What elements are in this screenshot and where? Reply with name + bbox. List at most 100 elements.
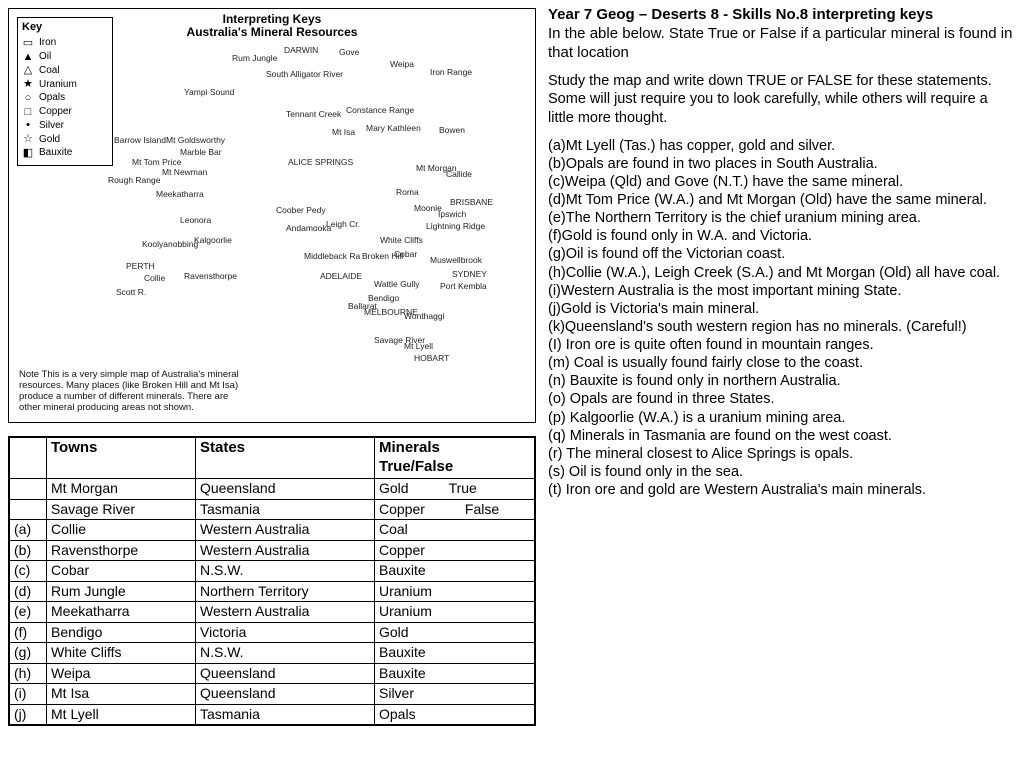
row-town: Bendigo [47,622,196,643]
row-state: Queensland [196,684,375,705]
map-location-label: Wonthaggi [404,311,444,321]
row-town: Savage River [47,499,196,520]
row-state: Victoria [196,622,375,643]
row-town: Rum Jungle [47,581,196,602]
key-row: □Copper [22,106,108,120]
col-minerals-header: Minerals True/False [375,437,536,479]
map-location-label: Ravensthorpe [184,271,237,281]
study-instructions: Study the map and write down TRUE or FAL… [548,72,1016,126]
key-label: Oil [39,51,51,64]
table-row: (h)WeipaQueenslandBauxite [9,663,535,684]
col-id-header [9,437,47,479]
map-location-label: Roma [396,187,419,197]
map-location-label: Mt Lyell [404,341,433,351]
key-symbol: ▲ [22,51,34,65]
question-item: (r) The mineral closest to Alice Springs… [548,445,1016,463]
question-item: (s) Oil is found only in the sea. [548,463,1016,481]
row-mineral: Opals [375,704,536,725]
question-item: (c)Weipa (Qld) and Gove (N.T.) have the … [548,173,1016,191]
map-location-label: Kalgoorlie [194,235,232,245]
table-row: (f)BendigoVictoriaGold [9,622,535,643]
row-town: Mt Morgan [47,479,196,500]
key-label: Opals [39,92,65,105]
map-location-label: Weipa [390,59,414,69]
row-id: (f) [9,622,47,643]
map-location-label: Yampi Sound [184,87,234,97]
row-town: Ravensthorpe [47,540,196,561]
map-location-label: Middleback Ra [304,251,360,261]
key-symbol: • [22,119,34,133]
question-item: (d)Mt Tom Price (W.A.) and Mt Morgan (Ol… [548,191,1016,209]
question-item: (o) Opals are found in three States. [548,390,1016,408]
row-id: (h) [9,663,47,684]
row-mineral: Uranium [375,602,536,623]
row-id: (g) [9,643,47,664]
key-label: Uranium [39,79,77,92]
map-location-label: Scott R. [116,287,146,297]
row-mineral: Coal [375,520,536,541]
towns-table: Towns States Minerals True/False Mt Morg… [8,436,536,726]
map-location-label: Bowen [439,125,465,135]
map-location-label: SYDNEY [452,269,487,279]
row-town: White Cliffs [47,643,196,664]
map-location-label: Coober Pedy [276,205,326,215]
table-row: Mt MorganQueenslandGoldTrue [9,479,535,500]
towns-table-wrap: Towns States Minerals True/False Mt Morg… [8,436,536,726]
key-row: ☆Gold [22,133,108,147]
question-item: (f)Gold is found only in W.A. and Victor… [548,227,1016,245]
row-town: Collie [47,520,196,541]
map-location-label: DARWIN [284,45,318,55]
map-location-label: Mt Newman [162,167,207,177]
question-list: (a)Mt Lyell (Tas.) has copper, gold and … [548,137,1016,500]
key-row: ★ Uranium [22,78,108,92]
key-label: Coal [39,65,60,78]
row-id: (a) [9,520,47,541]
question-item: (I) Iron ore is quite often found in mou… [548,336,1016,354]
key-label: Silver [39,120,64,133]
map-location-label: Leigh Cr. [326,219,360,229]
map-location-label: PERTH [126,261,155,271]
row-id: (b) [9,540,47,561]
question-item: (h)Collie (W.A.), Leigh Creek (S.A.) and… [548,264,1016,282]
worksheet-text: Year 7 Geog – Deserts 8 - Skills No.8 in… [548,6,1016,499]
map-location-label: Leonora [180,215,211,225]
row-town: Mt Isa [47,684,196,705]
row-mineral: CopperFalse [375,499,536,520]
row-id: (i) [9,684,47,705]
key-symbol: △ [22,64,34,78]
map-location-label: Mary Kathleen [366,123,421,133]
table-header-row: Towns States Minerals True/False [9,437,535,479]
worksheet-header-bold: Year 7 Geog – Deserts 8 - Skills No.8 in… [548,6,933,23]
map-location-label: Gove [339,47,359,57]
key-symbol: ◧ [22,147,34,161]
row-town: Mt Lyell [47,704,196,725]
map-location-label: Mt Tom Price [132,157,181,167]
row-mineral: Silver [375,684,536,705]
key-row: ◧Bauxite [22,147,108,161]
table-row: (e)MeekatharraWestern AustraliaUranium [9,602,535,623]
row-mineral: Bauxite [375,561,536,582]
table-row: Savage RiverTasmaniaCopperFalse [9,499,535,520]
map-location-label: Wattle Gully [374,279,420,289]
row-id: (e) [9,602,47,623]
row-mineral: Gold [375,622,536,643]
row-id [9,499,47,520]
map-location-label: Mt Isa [332,127,355,137]
key-symbol: ○ [22,92,34,106]
col-states-header: States [196,437,375,479]
key-symbol: ☆ [22,133,34,147]
map-location-label: Lightning Ridge [426,221,485,231]
key-symbol: □ [22,106,34,120]
map-location-label: Andamooka [286,223,331,233]
key-row: • Silver [22,119,108,133]
map-location-label: Meekatharra [156,189,204,199]
row-mineral: GoldTrue [375,479,536,500]
key-symbol: ★ [22,78,34,92]
question-item: (i)Western Australia is the most importa… [548,282,1016,300]
row-town: Weipa [47,663,196,684]
row-state: Tasmania [196,704,375,725]
question-item: (q) Minerals in Tasmania are found on th… [548,427,1016,445]
row-mineral: Bauxite [375,643,536,664]
map-location-label: Mt Goldsworthy [166,135,225,145]
map-body: DARWINRum JungleGoveWeipaIron RangeSouth… [114,39,527,352]
